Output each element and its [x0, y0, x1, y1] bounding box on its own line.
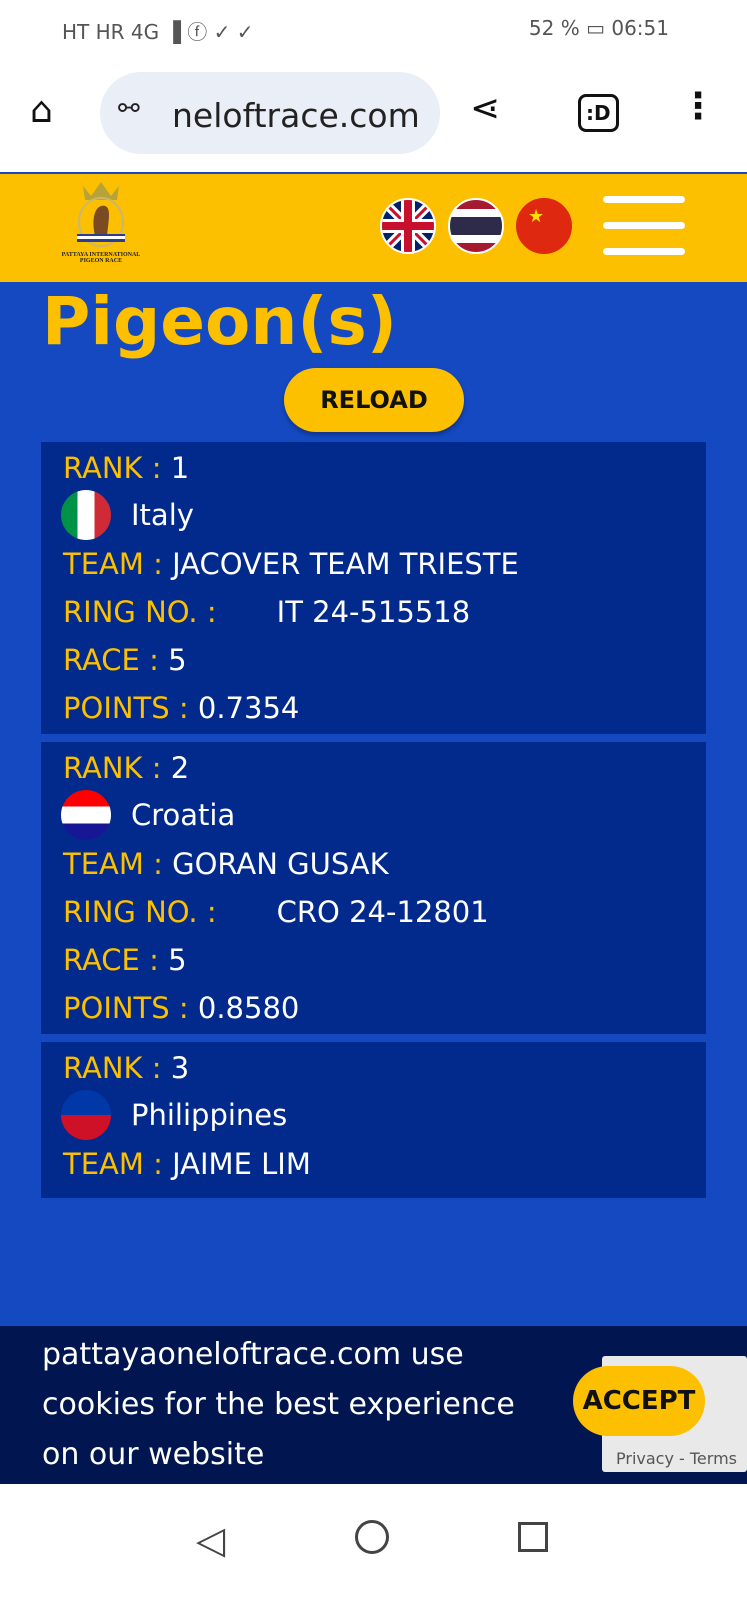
home-circle-icon[interactable]	[355, 1520, 389, 1554]
share-icon[interactable]: ⋖	[470, 88, 501, 129]
more-menu-icon[interactable]: ⋮	[680, 86, 716, 127]
rank-value: 1	[170, 451, 190, 485]
points-label: POINTS :	[63, 691, 189, 725]
race-label: RACE :	[63, 943, 159, 977]
points-label: POINTS :	[63, 991, 189, 1025]
team-label: TEAM :	[63, 547, 163, 581]
result-card: RANK : 2 Croatia TEAM : GORAN GUSAK RING…	[41, 742, 706, 1034]
tab-switcher-button[interactable]: :D	[578, 94, 619, 132]
country-name: Italy	[131, 498, 194, 532]
status-bar: HT HR 4G ▐ ⓕ ✓ ✓ 52 % ▭ 06:51	[0, 0, 747, 56]
status-right: 52 % ▭ 06:51	[529, 16, 669, 40]
uk-flag-icon	[382, 200, 434, 252]
battery-icon: ▭	[586, 16, 605, 40]
ring-value: CRO 24-12801	[276, 895, 489, 929]
page-heading: Pigeon(s)	[42, 283, 397, 360]
site-header: PATTAYA INTERNATIONAL PIGEON RACE ★	[0, 174, 747, 282]
clock: 06:51	[611, 16, 669, 40]
url-text: neloftrace.com	[172, 96, 420, 135]
reload-button[interactable]: RELOAD	[284, 368, 464, 432]
rank-value: 3	[170, 1051, 190, 1085]
rank-label: RANK :	[63, 751, 162, 785]
flag-thai-button[interactable]	[448, 198, 504, 254]
philippines-flag-icon	[61, 1090, 111, 1140]
team-value: GORAN GUSAK	[172, 847, 389, 881]
rank-label: RANK :	[63, 451, 162, 485]
battery-level: 52 %	[528, 16, 580, 40]
rank-value: 2	[170, 751, 190, 785]
recents-icon[interactable]	[518, 1522, 548, 1552]
country-name: Croatia	[131, 798, 236, 832]
rank-label: RANK :	[63, 1051, 162, 1085]
team-value: JAIME LIM	[172, 1147, 311, 1181]
italy-flag-icon	[61, 490, 111, 540]
result-card: RANK : 1 Italy TEAM : JACOVER TEAM TRIES…	[41, 442, 706, 734]
points-value: 0.7354	[197, 691, 300, 725]
result-card: RANK : 3 Philippines TEAM : JAIME LIM	[41, 1042, 706, 1198]
site-logo[interactable]: PATTAYA INTERNATIONAL PIGEON RACE	[55, 178, 147, 274]
logo-text: PIGEON RACE	[79, 258, 123, 264]
race-value: 5	[168, 643, 187, 677]
team-label: TEAM :	[63, 1147, 163, 1181]
ring-label: RING NO. :	[63, 895, 217, 929]
site-settings-icon[interactable]: ⚯	[118, 94, 140, 124]
cookie-text: pattayaoneloftrace.com use cookies for t…	[42, 1337, 515, 1472]
ring-label: RING NO. :	[63, 595, 217, 629]
race-label: RACE :	[63, 643, 159, 677]
back-icon[interactable]: ◁	[196, 1518, 226, 1562]
hamburger-menu-icon[interactable]	[603, 196, 685, 274]
team-value: JACOVER TEAM TRIESTE	[172, 547, 519, 581]
points-value: 0.8580	[197, 991, 300, 1025]
ring-value: IT 24-515518	[276, 595, 471, 629]
flag-china-button[interactable]: ★	[516, 198, 572, 254]
flag-uk-button[interactable]	[380, 198, 436, 254]
accept-cookies-button[interactable]: ACCEPT	[573, 1366, 705, 1436]
croatia-flag-icon	[61, 790, 111, 840]
address-bar[interactable]: ⚯ neloftrace.com	[100, 72, 440, 154]
logo-text: PATTAYA INTERNATIONAL	[61, 252, 141, 258]
pigeon-logo-icon	[77, 182, 125, 247]
home-icon[interactable]: ⌂	[30, 90, 53, 131]
country-name: Philippines	[131, 1098, 288, 1132]
browser-toolbar: ⌂ ⚯ neloftrace.com ⋖ :D ⋮	[0, 56, 747, 172]
race-value: 5	[168, 943, 187, 977]
android-nav-bar: ◁	[0, 1484, 747, 1600]
recaptcha-links[interactable]: Privacy - Terms	[616, 1449, 737, 1468]
status-left: HT HR 4G ▐ ⓕ ✓ ✓	[62, 20, 254, 44]
team-label: TEAM :	[63, 847, 163, 881]
